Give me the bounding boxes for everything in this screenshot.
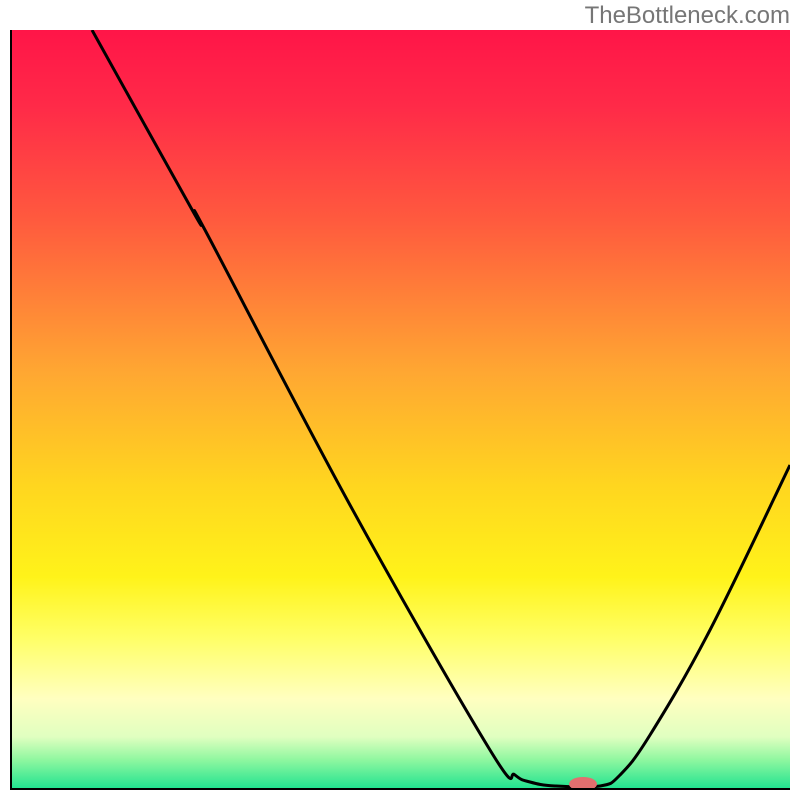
attribution-text: TheBottleneck.com <box>585 2 790 30</box>
gradient-background <box>10 30 790 790</box>
chart-container: TheBottleneck.com <box>0 0 800 800</box>
bottleneck-chart <box>10 30 790 790</box>
